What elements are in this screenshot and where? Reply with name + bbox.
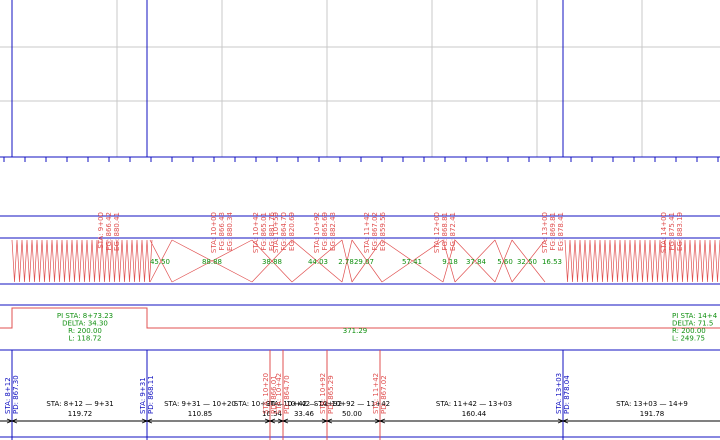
point-elevation: PD: 867.02 <box>380 375 388 414</box>
existing-grade: EG: 859.56 <box>379 211 387 250</box>
curve-r: R: 200.00 <box>68 327 102 335</box>
segment-length: 44.03 <box>308 258 328 266</box>
existing-grade: EG: 878.41 <box>557 212 565 251</box>
segment-length: 33.46 <box>294 410 315 418</box>
point-station: STA: 10+20 <box>262 373 270 414</box>
station-label: STA: 10+92 <box>313 212 321 253</box>
segment-range: STA: 10+20 — 10+42 <box>234 400 310 408</box>
segment-length: 110.85 <box>188 410 213 418</box>
point-station: STA: 10+42 <box>275 373 283 414</box>
station-label: STA: 12+00 <box>433 212 441 253</box>
segment-range: STA: 9+31 — 10+20 <box>164 400 236 408</box>
finish-grade: FG: 875.41 <box>668 212 676 251</box>
station-label: STA: 13+00 <box>541 212 549 253</box>
finish-grade: FG: 865.01 <box>260 212 268 251</box>
segment-length: 16.54 <box>262 410 283 418</box>
arrow <box>321 418 333 424</box>
segment-length: 38.88 <box>262 258 282 266</box>
existing-grade: EG: 872.41 <box>449 212 457 251</box>
segment-range: STA: 13+03 — 14+9 <box>616 400 688 408</box>
point-station: STA: 11+42 <box>372 373 380 414</box>
point-elevation: PD: 878.04 <box>563 375 571 414</box>
segment-range: STA: 8+12 — 9+31 <box>46 400 113 408</box>
arrow <box>264 418 276 424</box>
segment-length: 16.53 <box>542 258 562 266</box>
finish-grade: FG: 865.69 <box>321 212 329 251</box>
segment-length: 9.18 <box>442 258 458 266</box>
curve-line <box>0 307 720 329</box>
finish-grade: FG: 869.81 <box>549 212 557 251</box>
curve-pi: PI STA: 8+73.23 <box>57 312 113 320</box>
segment-length: 119.72 <box>68 410 93 418</box>
existing-grade: EG: 820.69 <box>288 212 296 251</box>
station-label: STA: 10+59 <box>272 212 280 253</box>
existing-grade: EG: 883.19 <box>676 212 684 251</box>
point-elevation: PD: 867.30 <box>12 375 20 414</box>
layer: STA: 9+00 FG: 866.42 EG: 880.41 STA: 10+00 F… <box>3 157 720 440</box>
arrow <box>277 418 289 424</box>
curve-delta: DELTA: 34.30 <box>62 320 108 328</box>
segment-length: 2.78 <box>338 258 354 266</box>
station-label: STA: 9+00 <box>97 212 105 249</box>
segment-range: STA: 10+42 — 10+92 <box>266 400 342 408</box>
zigzag <box>11 239 720 283</box>
curve-pi: PI STA: 14+4 <box>672 312 718 320</box>
point-station: STA: 10+92 <box>319 373 327 414</box>
segment-length: 88.88 <box>202 258 222 266</box>
tangent-length: 371.29 <box>343 327 368 335</box>
finish-grade: FG: 866.42 <box>105 212 113 251</box>
point-station: STA: 8+12 <box>4 377 12 414</box>
segment-range: STA: 10+92 — 11+42 <box>314 400 390 408</box>
segment-length: 45.50 <box>150 258 170 266</box>
existing-grade: EG: 880.34 <box>226 211 234 250</box>
point-elevation: PD: 865.29 <box>327 375 335 414</box>
station-label: STA: 10+00 <box>210 212 218 253</box>
finish-grade: FG: 867.02 <box>371 212 379 251</box>
point-elevation: PD: 866.01 <box>270 375 278 414</box>
curve-l: L: 118.72 <box>69 335 102 343</box>
arrow <box>374 418 386 424</box>
segment-length: 50.00 <box>342 410 362 418</box>
arrow <box>557 418 569 424</box>
finish-grade: FG: 868.81 <box>441 212 449 251</box>
curve-l: L: 249.75 <box>672 335 705 343</box>
segment-length: 160.44 <box>462 410 487 418</box>
station-label: STA: 14+00 <box>660 212 668 253</box>
finish-grade: FG: 864.70 <box>280 212 288 251</box>
arrow <box>141 418 153 424</box>
finish-grade: FG: 866.43 <box>218 212 226 251</box>
point-elevation: PD: 864.70 <box>283 375 291 414</box>
curve-delta: DELTA: 71.5 <box>672 320 713 328</box>
segment-length: 57.41 <box>402 258 422 266</box>
point-station: STA: 9+31 <box>139 377 147 414</box>
arrow <box>6 418 18 424</box>
existing-grade: EG: 882.43 <box>329 212 337 251</box>
point-station: STA: 13+03 <box>555 373 563 414</box>
segment-length: 37.84 <box>466 258 487 266</box>
segment-length: 191.78 <box>640 410 665 418</box>
existing-grade: EG: 881.76 <box>268 211 276 250</box>
station-label: STA: 11+42 <box>363 212 371 253</box>
grid <box>0 0 720 157</box>
segment-length: 29.07 <box>354 258 374 266</box>
station-label: STA: 10+42 <box>252 212 260 253</box>
segment-length: 32.50 <box>517 258 537 266</box>
segment-length: 5.60 <box>497 258 513 266</box>
curve-r: R: 200.00 <box>672 327 706 335</box>
existing-grade: EG: 880.41 <box>113 212 121 251</box>
segment-range: STA: 11+42 — 13+03 <box>436 400 512 408</box>
point-elevation: PD: 868.11 <box>147 375 155 414</box>
